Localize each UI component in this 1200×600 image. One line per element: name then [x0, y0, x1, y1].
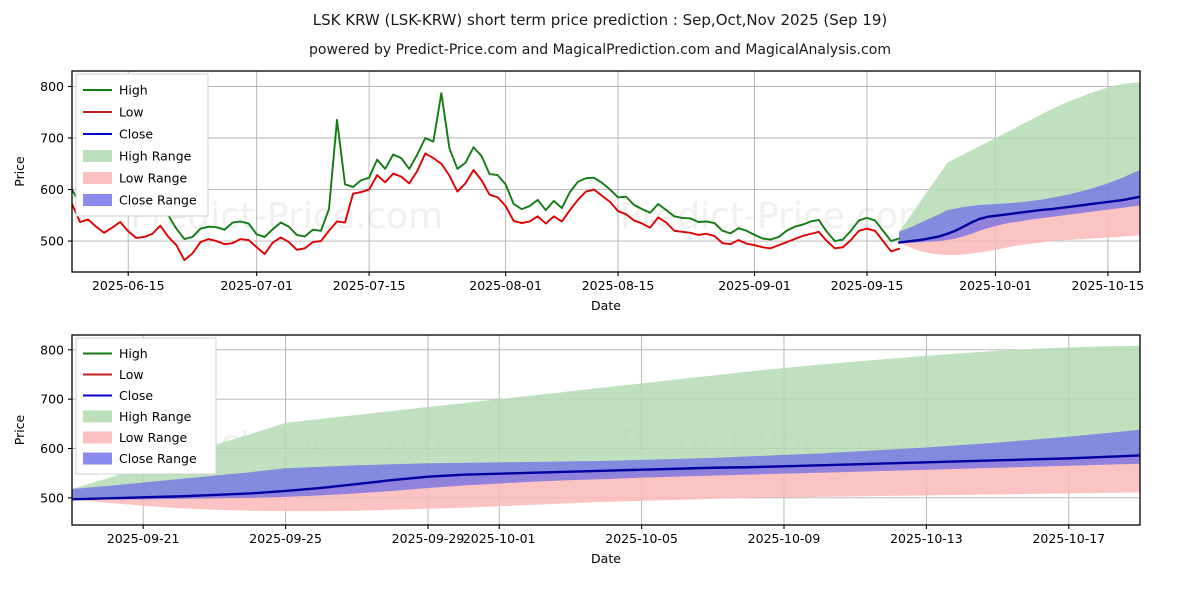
plot-frame: [71, 334, 1141, 526]
y-axis-label: Price: [12, 414, 27, 445]
legend-item-low[interactable]: Low: [83, 367, 144, 382]
x-tick-label: 2025-10-13: [890, 531, 963, 546]
legend-item-label: Low: [119, 105, 144, 120]
top-chart-svg: Predict-Price.comPredict-Price.comPredic…: [12, 70, 1144, 313]
legend-item-label: High Range: [119, 149, 192, 164]
legend-swatch-patch: [83, 172, 112, 184]
series-line-close: [897, 195, 1140, 244]
legend-item-label: Close: [119, 127, 153, 142]
legend: High Low Close High Range Low Range Close Ran…: [75, 73, 209, 217]
y-tick-label: 700: [40, 131, 64, 146]
legend-box: [75, 73, 209, 217]
x-tick-label: 2025-10-15: [1072, 278, 1145, 293]
band-close-range: [899, 169, 1140, 243]
y-axis: 500 600 700 800: [40, 342, 72, 505]
x-tick-label: 2025-07-01: [220, 278, 293, 293]
legend-item-low-range[interactable]: Low Range: [83, 430, 188, 445]
series-line-close: [72, 454, 1140, 501]
x-axis: 2025-06-15 2025-07-01 2025-07-15 2025-08-01…: [92, 272, 1144, 293]
legend-swatch-patch: [83, 452, 112, 465]
legend-item-close-range[interactable]: Close Range: [83, 193, 197, 208]
x-tick-label: 2025-08-01: [469, 278, 542, 293]
legend-swatch-patch: [83, 194, 112, 206]
bottom-chart-panel: Predict-Price.comPredict-Price.com500600…: [0, 325, 1200, 600]
legend-item-label: Low: [119, 367, 144, 382]
x-tick-label: 2025-09-21: [107, 531, 180, 546]
x-tick-label: 2025-06-15: [92, 278, 165, 293]
x-axis-label: Date: [591, 551, 621, 566]
legend-item-label: Low Range: [119, 171, 188, 186]
legend-item-label: Close Range: [119, 193, 197, 208]
y-tick-label: 500: [40, 234, 64, 249]
band-group: [899, 82, 1140, 255]
legend-item-close[interactable]: Close: [83, 127, 153, 142]
legend-item-label: High Range: [119, 409, 192, 424]
y-axis-label: Price: [12, 156, 27, 187]
legend-item-label: Close: [119, 388, 153, 403]
y-tick-label: 500: [40, 490, 64, 505]
x-tick-label: 2025-09-29: [392, 531, 465, 546]
series-group: [72, 92, 1140, 262]
x-axis-label: Date: [591, 298, 621, 313]
y-tick-label: 600: [40, 441, 64, 456]
legend-item-label: Close Range: [119, 451, 197, 466]
series-line-high: [72, 92, 901, 243]
x-tick-label: 2025-10-09: [748, 531, 821, 546]
legend-item-label: High: [119, 346, 148, 361]
y-tick-label: 800: [40, 342, 64, 357]
band-close-range: [72, 429, 1140, 500]
y-tick-label: 700: [40, 392, 64, 407]
bottom-chart-svg: Predict-Price.comPredict-Price.com500600…: [12, 334, 1141, 566]
x-tick-label: 2025-10-05: [605, 531, 678, 546]
legend-item-low[interactable]: Low: [83, 105, 144, 120]
legend-swatch-patch: [83, 431, 112, 444]
y-tick-label: 600: [40, 182, 64, 197]
series-group: [72, 454, 1140, 501]
legend-item-close-range[interactable]: Close Range: [83, 451, 197, 466]
legend-item-high-range[interactable]: High Range: [83, 409, 192, 424]
band-group: [72, 345, 1140, 512]
legend-item-low-range[interactable]: Low Range: [83, 171, 188, 186]
plot-frame: [71, 70, 1141, 273]
page-subtitle: powered by Predict-Price.com and Magical…: [309, 42, 891, 58]
legend: High Low Close High Range Low Range Close Ran…: [75, 337, 217, 475]
top-chart-panel: Predict-Price.comPredict-Price.comPredic…: [0, 60, 1200, 315]
x-tick-label: 2025-07-15: [333, 278, 406, 293]
x-tick-label: 2025-10-01: [959, 278, 1032, 293]
y-axis: 500 600 700 800: [40, 79, 72, 249]
legend-item-label: High: [119, 83, 148, 98]
y-tick-label: 800: [40, 79, 64, 94]
page-title: LSK KRW (LSK-KRW) short term price predi…: [312, 11, 888, 29]
watermark-text: Predict-Price.com: [620, 196, 933, 237]
x-tick-label: 2025-08-15: [582, 278, 655, 293]
x-tick-label: 2025-10-17: [1032, 531, 1105, 546]
legend-item-high[interactable]: High: [83, 83, 148, 98]
x-tick-label: 2025-09-01: [718, 278, 791, 293]
legend-swatch-patch: [83, 410, 112, 423]
legend-box: [75, 337, 217, 475]
legend-item-label: Low Range: [119, 430, 188, 445]
x-tick-label: 2025-10-01: [463, 531, 536, 546]
series-line-low: [72, 152, 901, 262]
x-tick-label: 2025-09-15: [831, 278, 904, 293]
legend-item-high[interactable]: High: [83, 346, 148, 361]
title-block: LSK KRW (LSK-KRW) short term price predi…: [0, 0, 1200, 60]
x-axis: 2025-09-21 2025-09-25 2025-09-292025-10-01…: [107, 525, 1105, 546]
legend-item-close[interactable]: Close: [83, 388, 153, 403]
legend-swatch-patch: [83, 150, 112, 162]
x-tick-label: 2025-09-25: [249, 531, 322, 546]
legend-item-high-range[interactable]: High Range: [83, 149, 192, 164]
